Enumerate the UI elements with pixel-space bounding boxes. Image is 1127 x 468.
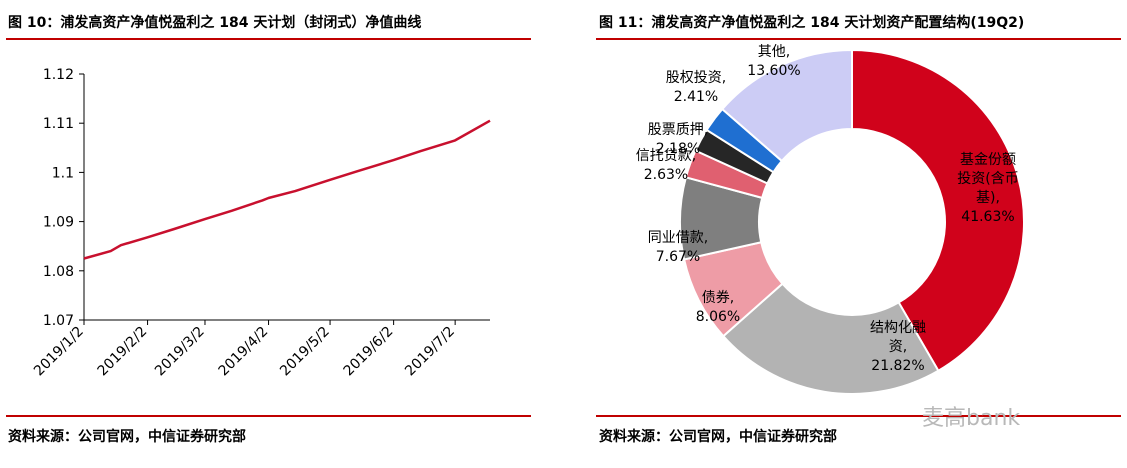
donut-slice [721,282,940,395]
donut-slice [851,48,1025,373]
slice-label: 结构化融资, 21.82% [870,320,926,374]
watermark: 麦高bank [922,406,1021,431]
asset-allocation-donut-chart: 基金份额投资(含币基), 41.63% 结构化融资, 21.82% 债券, 8.06% 同业… [636,44,1025,395]
y-tick-label: 1.08 [43,264,74,280]
right-title-rule [596,38,1121,40]
y-tick-label: 1.07 [43,313,74,329]
x-tick-label: 2019/7/2 [402,324,458,380]
y-tick-label: 1.09 [43,215,74,231]
x-tick-label: 2019/1/2 [31,324,87,380]
right-source-note: 资料来源：公司官网，中信证券研究部 [599,429,837,445]
x-tick-label: 2019/2/2 [95,324,151,380]
slice-label: 股权投资, 2.41% [666,70,726,105]
x-tick-label: 2019/3/2 [152,324,208,380]
slice-label: 债券, 8.06% [696,290,740,325]
left-title-rule [6,38,531,40]
x-tick-label: 2019/5/2 [277,324,333,380]
right-source-rule [596,415,1121,417]
slice-label: 同业借款, 7.67% [648,230,708,265]
slice-label: 其他, 13.60% [747,44,800,79]
nav-series-line [83,119,491,260]
x-tick-label: 2019/6/2 [341,324,397,380]
slice-label: 信托贷款, 2.63% [636,148,696,183]
x-tick-label: 2019/4/2 [216,324,272,380]
slice-label: 股票质押, 2.18% [648,122,708,157]
donut-slice [720,48,853,163]
left-source-note: 资料来源：公司官网，中信证券研究部 [8,429,246,445]
right-chart-title: 图 11：浦发高资产净值悦盈利之 184 天计划资产配置结构(19Q2) [599,15,1025,31]
y-tick-label: 1.1 [52,165,74,181]
left-source-rule [6,415,531,417]
y-tick-label: 1.11 [43,116,74,132]
left-chart-title: 图 10：浦发高资产净值悦盈利之 184 天计划（封闭式）净值曲线 [8,15,422,31]
y-tick-label: 1.12 [43,67,74,83]
slice-label: 基金份额投资(含币基), 41.63% [957,151,1018,225]
